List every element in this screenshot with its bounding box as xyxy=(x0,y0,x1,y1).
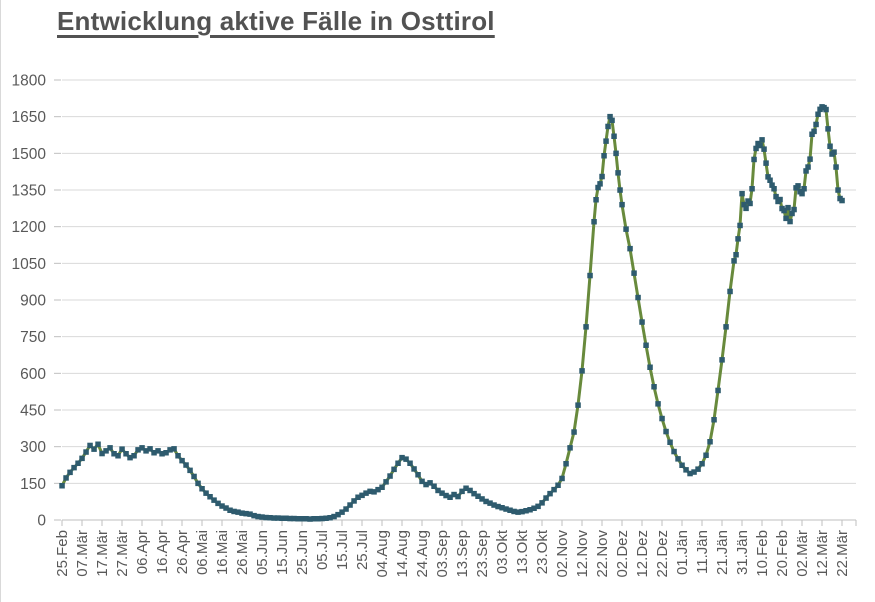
svg-text:12.Mär: 12.Mär xyxy=(814,530,831,577)
y-gridlines xyxy=(62,79,856,521)
svg-text:25.Jul: 25.Jul xyxy=(354,530,371,570)
window-left-border xyxy=(0,0,1,602)
svg-text:16.Mai: 16.Mai xyxy=(214,530,231,575)
x-axis-ticks xyxy=(61,520,857,526)
svg-text:22.Dez: 22.Dez xyxy=(654,530,671,578)
svg-text:15.Jun: 15.Jun xyxy=(274,530,291,575)
svg-text:1800: 1800 xyxy=(12,73,47,90)
svg-text:1050: 1050 xyxy=(12,256,47,273)
x-axis-labels: 25.Feb 07.Mär 17.Mär 27.Mär 06.Apr 16.Apr 26.A… xyxy=(54,529,851,577)
svg-text:600: 600 xyxy=(20,366,46,383)
svg-text:22.Nov: 22.Nov xyxy=(594,530,611,578)
svg-text:04.Aug: 04.Aug xyxy=(374,530,391,578)
y-axis-labels: 0 150 300 450 600 750 900 1050 1200 1350 1500 1650 1… xyxy=(12,73,47,530)
svg-text:0: 0 xyxy=(37,513,46,530)
svg-text:23.Sep: 23.Sep xyxy=(474,530,491,578)
series-markers xyxy=(59,104,845,522)
chart-title: Entwicklung aktive Fälle in Osttirol xyxy=(57,6,495,36)
svg-text:05.Jul: 05.Jul xyxy=(314,530,331,570)
svg-text:25.Feb: 25.Feb xyxy=(54,530,71,577)
svg-text:1200: 1200 xyxy=(12,219,47,236)
svg-text:750: 750 xyxy=(20,329,46,346)
svg-text:06.Apr: 06.Apr xyxy=(134,530,151,574)
svg-text:21.Jän: 21.Jän xyxy=(714,530,731,575)
svg-text:02.Mär: 02.Mär xyxy=(794,530,811,577)
svg-text:02.Nov: 02.Nov xyxy=(554,530,571,578)
svg-text:23.Okt: 23.Okt xyxy=(534,529,551,574)
svg-text:06.Mai: 06.Mai xyxy=(194,530,211,575)
svg-text:22.Mär: 22.Mär xyxy=(834,530,851,577)
svg-text:24.Aug: 24.Aug xyxy=(414,530,431,578)
svg-text:12.Dez: 12.Dez xyxy=(634,530,651,578)
svg-text:1350: 1350 xyxy=(12,183,47,200)
svg-text:11.Jän: 11.Jän xyxy=(694,530,711,574)
svg-text:25.Jun: 25.Jun xyxy=(294,530,311,575)
svg-text:900: 900 xyxy=(20,293,46,310)
svg-text:300: 300 xyxy=(20,439,46,456)
svg-text:450: 450 xyxy=(20,403,46,420)
svg-text:13.Sep: 13.Sep xyxy=(454,530,471,578)
svg-text:03.Sep: 03.Sep xyxy=(434,530,451,578)
svg-text:13.Okt: 13.Okt xyxy=(514,529,531,574)
svg-text:20.Feb: 20.Feb xyxy=(774,530,791,577)
svg-text:10.Feb: 10.Feb xyxy=(754,530,771,577)
y-axis-ticks xyxy=(54,79,61,521)
svg-text:05.Jun: 05.Jun xyxy=(254,530,271,575)
svg-text:31.Jän: 31.Jän xyxy=(734,530,751,575)
svg-text:17.Mär: 17.Mär xyxy=(94,530,111,577)
svg-text:16.Apr: 16.Apr xyxy=(154,530,171,574)
svg-text:150: 150 xyxy=(20,476,46,493)
svg-text:26.Mai: 26.Mai xyxy=(234,530,251,575)
svg-text:03.Okt: 03.Okt xyxy=(494,529,511,574)
svg-text:07.Mär: 07.Mär xyxy=(74,530,91,577)
svg-text:12.Nov: 12.Nov xyxy=(574,530,591,578)
svg-text:27.Mär: 27.Mär xyxy=(114,530,131,577)
svg-text:1500: 1500 xyxy=(12,146,47,163)
svg-text:15.Jul: 15.Jul xyxy=(334,530,351,570)
svg-text:02.Dez: 02.Dez xyxy=(614,530,631,578)
svg-text:1650: 1650 xyxy=(12,109,47,126)
svg-text:01.Jän: 01.Jän xyxy=(674,530,691,575)
svg-text:26.Apr: 26.Apr xyxy=(174,530,191,574)
svg-text:14.Aug: 14.Aug xyxy=(394,530,411,578)
